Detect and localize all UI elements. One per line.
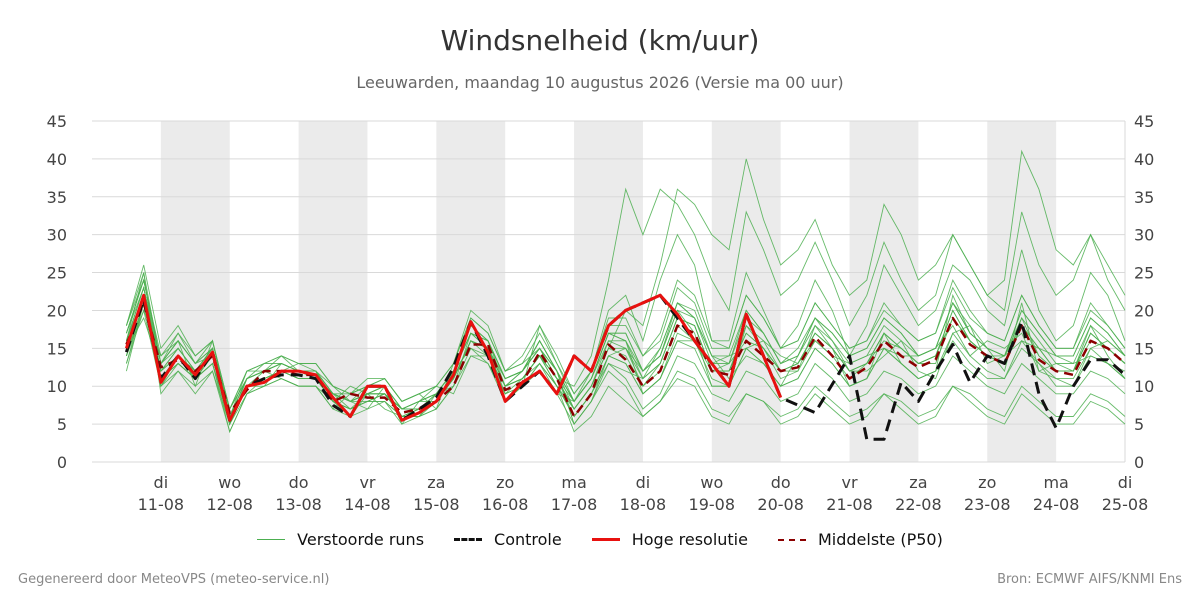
chart-title: Windsnelheid (km/uur): [440, 24, 760, 57]
y-tick-left-40: 40: [47, 150, 67, 169]
x-tick-day-13-08: do: [289, 473, 309, 492]
x-tick-day-16-08: zo: [496, 473, 514, 492]
weekend-band-2: [436, 121, 506, 462]
y-tick-right-45: 45: [1134, 112, 1154, 131]
x-tick-day-20-08: do: [771, 473, 791, 492]
ensemble-member-16: [125, 308, 1126, 434]
weekend-band-5: [849, 121, 919, 462]
legend-label-median: Middelste (P50): [817, 530, 943, 549]
x-tick-date-19-08: 19-08: [689, 495, 736, 514]
legend-swatch-control: [454, 538, 483, 541]
x-tick-day-15-08: za: [427, 473, 445, 492]
y-tick-left-25: 25: [47, 264, 67, 283]
x-tick-date-14-08: 14-08: [344, 495, 391, 514]
x-tick-date-18-08: 18-08: [620, 495, 667, 514]
x-tick-date-16-08: 16-08: [482, 495, 529, 514]
x-tick-date-12-08: 12-08: [206, 495, 253, 514]
x-tick-date-13-08: 13-08: [275, 495, 322, 514]
legend-item-hires: Hoge resolutie: [591, 530, 748, 549]
legend-swatch-median: [777, 538, 806, 541]
x-tick-day-14-08: vr: [359, 473, 375, 492]
y-tick-right-15: 15: [1134, 339, 1154, 358]
legend-label-control: Controle: [494, 530, 562, 549]
legend-label-hires: Hoge resolutie: [631, 530, 748, 549]
weekend-band-3: [574, 121, 643, 462]
chart-subtitle: Leeuwarden, maandag 10 augustus 2026 (Ve…: [356, 73, 844, 92]
y-tick-right-20: 20: [1134, 301, 1154, 320]
y-tick-right-10: 10: [1134, 377, 1154, 396]
x-tick-day-21-08: vr: [842, 473, 858, 492]
y-tick-left-10: 10: [47, 377, 67, 396]
legend-item-median: Middelste (P50): [777, 530, 943, 549]
y-tick-right-40: 40: [1134, 150, 1154, 169]
weekend-band-1: [298, 121, 368, 462]
weekend-band-6: [987, 121, 1057, 462]
legend-item-control: Controle: [454, 530, 562, 549]
x-tick-day-18-08: di: [636, 473, 651, 492]
y-tick-right-25: 25: [1134, 264, 1154, 283]
x-tick-date-20-08: 20-08: [757, 495, 804, 514]
ensemble-member-20: [125, 278, 1126, 418]
x-tick-day-23-08: zo: [978, 473, 996, 492]
weekend-band-0: [160, 121, 230, 462]
x-tick-day-12-08: wo: [218, 473, 241, 492]
x-tick-day-25-08: di: [1118, 473, 1133, 492]
y-tick-right-30: 30: [1134, 226, 1154, 245]
ensemble-member-15: [125, 272, 1126, 419]
x-tick-date-23-08: 23-08: [964, 495, 1011, 514]
x-tick-day-24-08: ma: [1043, 473, 1068, 492]
y-tick-right-0: 0: [1134, 453, 1144, 472]
footer-credit: Gegenereerd door MeteoVPS (meteo-service…: [18, 572, 330, 587]
chart-legend: Verstoorde runs Controle Hoge resolutie …: [0, 530, 1200, 549]
y-tick-left-20: 20: [47, 301, 67, 320]
x-tick-date-17-08: 17-08: [551, 495, 598, 514]
y-tick-left-15: 15: [47, 339, 67, 358]
series-line-hires: [124, 293, 783, 422]
ensemble-member-6: [125, 233, 1126, 426]
y-tick-left-0: 0: [57, 453, 67, 472]
legend-swatch-members: [257, 539, 286, 540]
x-tick-date-25-08: 25-08: [1102, 495, 1149, 514]
legend-swatch-hires: [591, 538, 620, 541]
y-tick-left-30: 30: [47, 226, 67, 245]
x-tick-date-15-08: 15-08: [413, 495, 460, 514]
x-tick-day-11-08: di: [154, 473, 169, 492]
y-tick-left-35: 35: [47, 188, 67, 207]
x-tick-date-22-08: 22-08: [895, 495, 942, 514]
x-tick-date-11-08: 11-08: [138, 495, 185, 514]
y-tick-right-35: 35: [1134, 188, 1154, 207]
y-tick-left-5: 5: [57, 415, 67, 434]
legend-item-members: Verstoorde runs: [257, 530, 424, 549]
weekend-band-4: [711, 121, 781, 462]
x-tick-date-21-08: 21-08: [826, 495, 873, 514]
y-tick-left-45: 45: [47, 112, 67, 131]
x-tick-day-22-08: za: [909, 473, 927, 492]
x-tick-day-17-08: ma: [561, 473, 586, 492]
y-tick-right-5: 5: [1134, 415, 1144, 434]
legend-label-members: Verstoorde runs: [297, 530, 425, 549]
footer-source: Bron: ECMWF AIFS/KNMI Ens: [997, 572, 1182, 587]
x-tick-date-24-08: 24-08: [1033, 495, 1080, 514]
x-tick-day-19-08: wo: [700, 473, 723, 492]
